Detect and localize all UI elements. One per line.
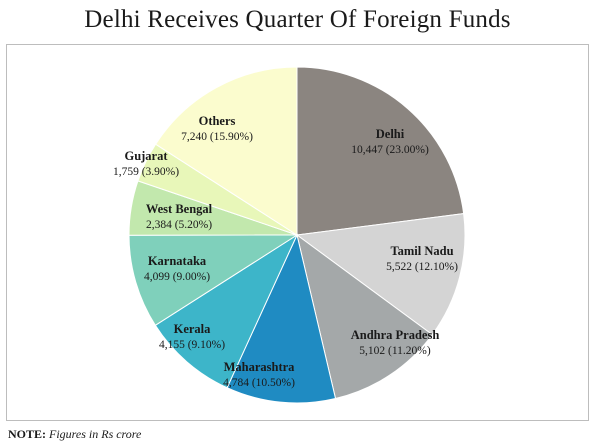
slice-value-gujarat: 1,759 (3.90%) <box>113 166 179 178</box>
pie-slice-andhra-pradesh <box>296 233 433 400</box>
note-label: NOTE: <box>8 427 47 441</box>
slice-label-tamil-nadu: Tamil Nadu <box>390 244 453 258</box>
pie-slice-delhi <box>296 66 465 236</box>
pie-slice-kerala <box>154 233 299 389</box>
pie-slice-others <box>154 66 298 236</box>
slice-label-karnataka: Karnataka <box>148 254 207 268</box>
note-text: Figures in Rs crore <box>49 427 142 441</box>
slice-label-others: Others <box>199 114 236 128</box>
slice-value-others: 7,240 (15.90%) <box>181 131 253 143</box>
slice-value-delhi: 10,447 (23.00%) <box>351 144 429 156</box>
slice-label-andhra-pradesh: Andhra Pradesh <box>351 328 440 342</box>
slice-value-andhra-pradesh: 5,102 (11.20%) <box>359 345 431 357</box>
slice-value-karnataka: 4,099 (9.00%) <box>144 271 210 283</box>
pie-slice-maharashtra <box>226 233 337 404</box>
pie-slice-karnataka <box>128 234 299 327</box>
slice-value-west-bengal: 2,384 (5.20%) <box>146 219 212 231</box>
pie-chart: Delhi 10,447 (23.00%) Tamil Nadu 5,522 (12.… <box>113 66 466 404</box>
chart-frame: Delhi 10,447 (23.00%) Tamil Nadu 5,522 (12.… <box>6 44 589 421</box>
slice-value-maharashtra: 4,784 (10.50%) <box>223 377 295 389</box>
slice-label-maharashtra: Maharashtra <box>224 360 296 374</box>
note: NOTE: Figures in Rs crore <box>8 427 141 442</box>
slice-label-gujarat: Gujarat <box>124 149 168 163</box>
slice-label-delhi: Delhi <box>376 127 405 141</box>
slice-value-tamil-nadu: 5,522 (12.10%) <box>386 261 458 273</box>
pie-slice-tamil-nadu <box>295 213 466 336</box>
chart-title: Delhi Receives Quarter Of Foreign Funds <box>84 6 511 33</box>
slice-label-west-bengal: West Bengal <box>146 202 213 216</box>
slice-label-kerala: Kerala <box>174 322 212 336</box>
slice-value-kerala: 4,155 (9.10%) <box>159 339 225 351</box>
